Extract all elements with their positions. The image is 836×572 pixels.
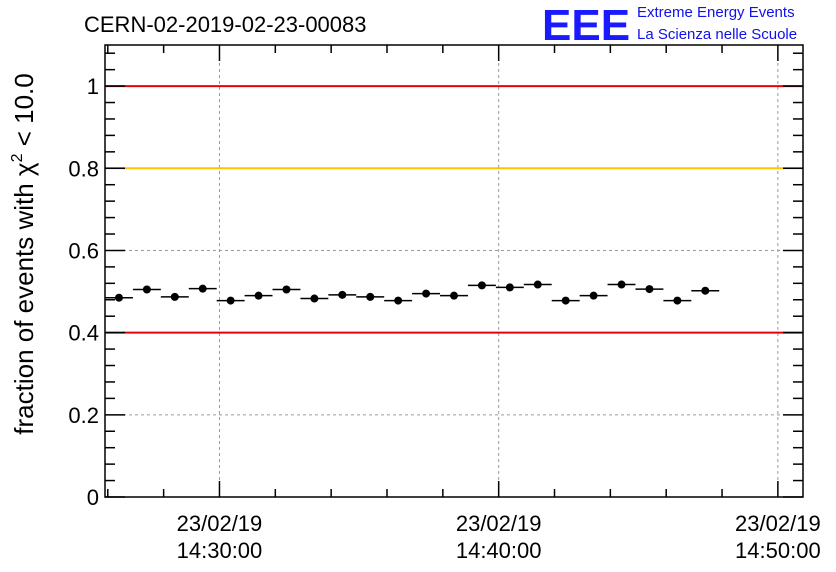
data-point bbox=[170, 292, 179, 301]
data-point bbox=[114, 293, 123, 302]
data-point bbox=[198, 284, 207, 293]
data-point bbox=[450, 291, 458, 300]
y-tick-label: 1 bbox=[87, 74, 99, 99]
y-axis-label-sup: 2 bbox=[9, 153, 26, 162]
tick-labels: 00.20.40.60.8123/02/1914:30:0023/02/1914… bbox=[68, 74, 820, 563]
data-points bbox=[105, 280, 720, 305]
data-point bbox=[310, 294, 319, 303]
y-axis-label: fraction of events with χ2 < 10.0 bbox=[9, 73, 39, 434]
data-point bbox=[561, 296, 570, 305]
eee-logo: EEE Extreme Energy Events La Scienza nel… bbox=[542, 1, 797, 50]
axes bbox=[104, 44, 804, 498]
x-tick-date-label: 23/02/19 bbox=[456, 511, 542, 536]
y-axis-label-pre: fraction of events with bbox=[9, 176, 39, 435]
data-point bbox=[366, 292, 375, 301]
logo-line-1: Extreme Energy Events bbox=[637, 4, 795, 21]
data-point bbox=[533, 280, 542, 289]
y-tick-label: 0.4 bbox=[68, 321, 99, 346]
data-point bbox=[477, 281, 486, 290]
data-point bbox=[422, 289, 431, 298]
y-tick-label: 0 bbox=[87, 485, 99, 510]
grid bbox=[105, 45, 803, 497]
data-point bbox=[701, 286, 710, 295]
chart-title: CERN-02-2019-02-23-00083 bbox=[84, 12, 367, 37]
data-point bbox=[673, 296, 682, 305]
x-tick-time-label: 14:50:00 bbox=[735, 538, 821, 563]
data-point bbox=[282, 285, 291, 294]
data-point bbox=[254, 291, 263, 300]
y-tick-label: 0.8 bbox=[68, 156, 99, 181]
plot-frame bbox=[104, 44, 804, 498]
x-tick-time-label: 14:40:00 bbox=[456, 538, 542, 563]
data-point bbox=[394, 296, 403, 305]
data-point bbox=[226, 296, 235, 305]
x-tick-time-label: 14:30:00 bbox=[177, 538, 263, 563]
data-point bbox=[142, 285, 151, 294]
y-axis-label-chi: χ bbox=[9, 162, 39, 176]
logo-line-2: La Scienza nelle Scuole bbox=[637, 26, 797, 43]
x-tick-date-label: 23/02/19 bbox=[735, 511, 821, 536]
data-point bbox=[589, 291, 598, 300]
logo-mark: EEE bbox=[542, 1, 630, 50]
data-point bbox=[645, 285, 654, 294]
data-point bbox=[617, 280, 626, 289]
data-point bbox=[338, 290, 347, 299]
data-point bbox=[505, 283, 514, 292]
y-tick-label: 0.6 bbox=[68, 238, 99, 263]
reference-lines bbox=[105, 85, 803, 334]
x-tick-date-label: 23/02/19 bbox=[177, 511, 263, 536]
y-tick-label: 0.2 bbox=[68, 403, 99, 428]
y-axis-label-post: < 10.0 bbox=[9, 73, 39, 153]
